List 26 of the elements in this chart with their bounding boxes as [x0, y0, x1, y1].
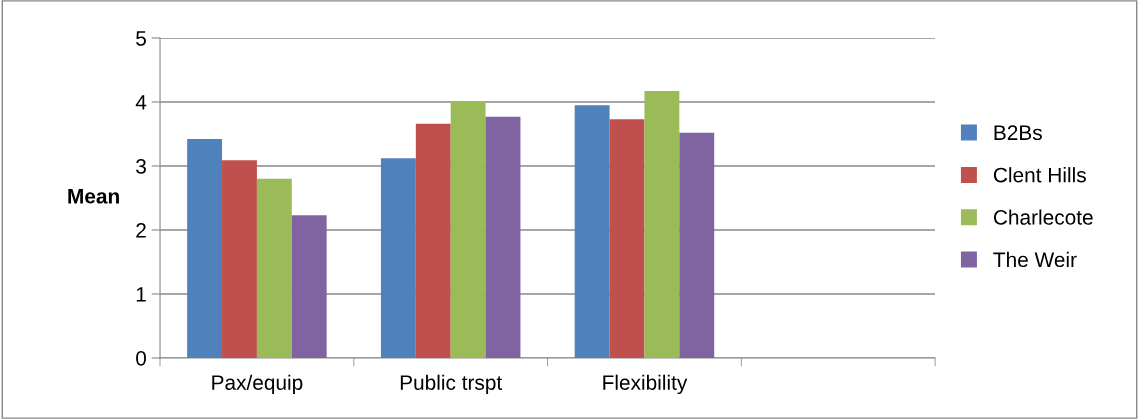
- bar: [380, 158, 416, 358]
- bar: [450, 102, 486, 358]
- y-tick-label: 0: [136, 350, 147, 366]
- y-tick-label: 5: [136, 31, 146, 46]
- legend-label: B2Bs: [994, 125, 1042, 141]
- legend-label: Charlecote: [993, 209, 1093, 225]
- bar: [609, 119, 645, 358]
- bar: [415, 123, 451, 358]
- x-tick-label: Public trspt: [400, 374, 503, 395]
- bar: [574, 105, 610, 358]
- bar: [187, 139, 223, 358]
- x-tick-label: Pax/equip: [212, 374, 303, 395]
- bar: [644, 91, 680, 358]
- legend-label: The Weir: [993, 251, 1077, 268]
- y-axis-title: Mean: [68, 189, 119, 204]
- y-tick-label: 3: [136, 159, 146, 174]
- y-tick-label: 4: [135, 95, 147, 110]
- x-tick-label: Flexibility: [603, 374, 688, 395]
- y-tick-label: 1: [136, 287, 146, 302]
- bar: [256, 178, 292, 358]
- bar: [291, 215, 327, 358]
- legend-label: Clent Hills: [993, 167, 1086, 183]
- bar: [485, 116, 521, 358]
- y-tick-label: 2: [136, 223, 146, 238]
- bar: [679, 132, 715, 358]
- bar: [222, 160, 257, 358]
